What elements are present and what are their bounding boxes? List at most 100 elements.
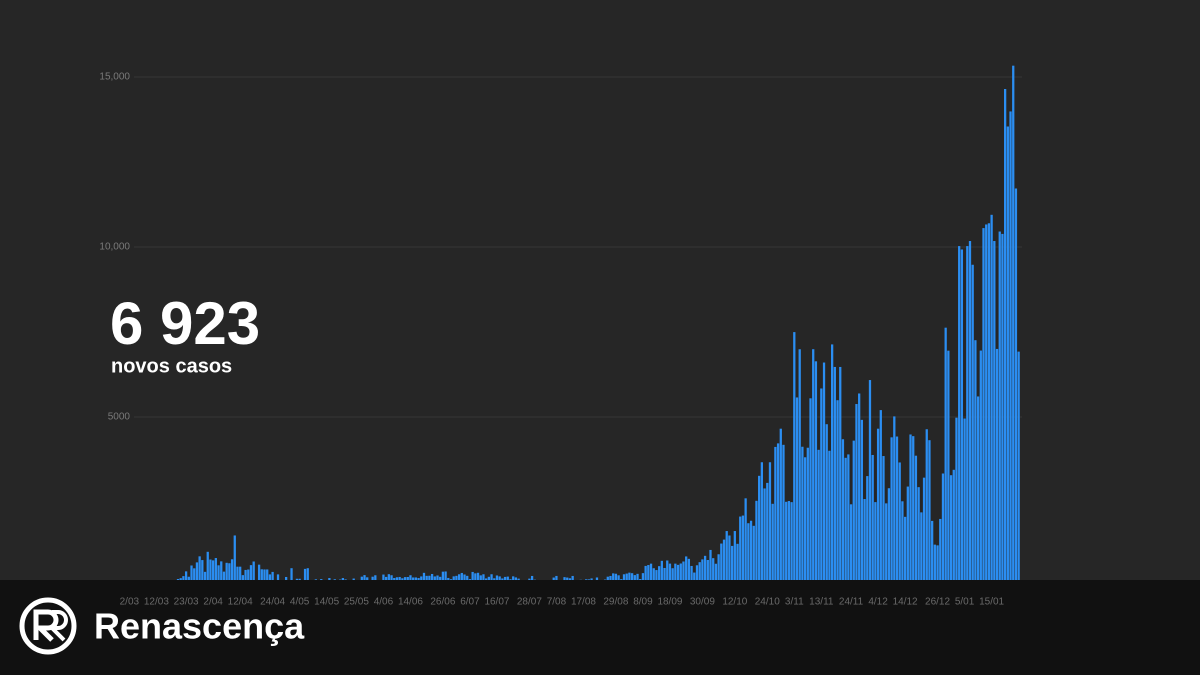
bar: [974, 340, 977, 587]
bar: [847, 454, 850, 587]
bar: [860, 419, 864, 587]
bar: [828, 450, 831, 587]
bar: [722, 539, 726, 587]
x-tick-label: 2/03: [120, 597, 140, 608]
bar: [266, 569, 269, 587]
bar: [966, 246, 969, 587]
bar: [628, 572, 631, 587]
bar: [941, 473, 945, 587]
bar: [193, 568, 196, 587]
bar: [820, 388, 823, 587]
bar: [903, 516, 907, 587]
bar: [868, 380, 872, 587]
x-tick-label: 4/12: [868, 597, 888, 608]
bar: [217, 565, 220, 587]
bar: [944, 327, 947, 587]
bar: [233, 535, 236, 587]
bar: [787, 501, 791, 587]
x-tick-label: 13/11: [809, 597, 834, 608]
bar: [668, 563, 672, 587]
bar: [687, 558, 691, 587]
bar: [460, 572, 463, 587]
bar: [228, 563, 231, 587]
bar: [785, 501, 788, 587]
bar: [201, 560, 204, 587]
bar: [912, 436, 915, 587]
bar: [444, 571, 447, 587]
x-tick-label: 14/06: [398, 597, 423, 608]
bar: [690, 565, 693, 587]
bar: [1001, 233, 1004, 587]
bar: [836, 400, 839, 587]
bar: [709, 549, 712, 587]
headline-number: 6 923: [110, 290, 260, 357]
bar: [809, 398, 812, 587]
x-tick-label: 28/07: [517, 597, 542, 608]
x-tick-label: 16/07: [484, 597, 509, 608]
bar: [895, 436, 899, 587]
x-tick-label: 26/12: [925, 597, 950, 608]
bar: [693, 572, 696, 587]
bar: [855, 404, 858, 587]
bar: [658, 566, 661, 587]
bar: [882, 456, 885, 587]
bar: [933, 544, 936, 587]
x-tick-label: 7/08: [547, 597, 567, 608]
bar: [666, 560, 669, 587]
x-tick-label: 14/12: [893, 597, 918, 608]
bar: [695, 565, 699, 587]
bar: [998, 231, 1001, 587]
bar: [190, 565, 193, 587]
x-tick-label: 2/04: [203, 597, 223, 608]
bar: [649, 563, 653, 587]
bar: [825, 424, 828, 587]
bar: [663, 567, 666, 587]
bar: [236, 566, 239, 587]
bar: [712, 558, 715, 587]
bar: [798, 349, 801, 587]
bar: [741, 515, 745, 587]
y-tick-label: 10,000: [99, 242, 130, 253]
bar: [812, 349, 815, 587]
bar: [698, 562, 701, 587]
bar: [247, 569, 250, 587]
bar: [209, 559, 212, 587]
x-tick-label: 4/05: [290, 597, 310, 608]
bar: [801, 446, 804, 587]
bar: [1009, 111, 1012, 587]
bar: [806, 447, 809, 587]
bar: [303, 568, 307, 587]
bar: [225, 562, 228, 587]
bar: [795, 397, 799, 587]
bar: [776, 443, 780, 587]
bar: [257, 564, 261, 587]
bar: [893, 416, 896, 587]
bar: [782, 444, 785, 587]
bar: [717, 554, 720, 587]
bar: [682, 561, 685, 587]
footer-band: [0, 580, 1200, 675]
bar: [817, 449, 820, 587]
bar: [290, 568, 293, 587]
bar: [985, 224, 988, 587]
y-tick-label: 15,000: [99, 72, 130, 83]
bar: [887, 488, 891, 587]
bar: [260, 569, 263, 587]
bar: [885, 503, 888, 587]
bar: [422, 572, 426, 587]
bar: [655, 570, 658, 587]
bar: [955, 417, 958, 587]
bar: [947, 350, 950, 587]
bar: [779, 428, 782, 587]
bar: [771, 503, 774, 587]
x-tick-label: 12/04: [228, 597, 253, 608]
bar: [184, 571, 188, 587]
x-tick-label: 18/09: [657, 597, 682, 608]
bar: [706, 560, 709, 587]
bar: [749, 520, 753, 587]
logo-icon: [19, 597, 77, 655]
bar: [803, 457, 807, 587]
bar: [863, 499, 866, 587]
x-tick-label: 8/09: [633, 597, 653, 608]
bar: [995, 348, 999, 587]
